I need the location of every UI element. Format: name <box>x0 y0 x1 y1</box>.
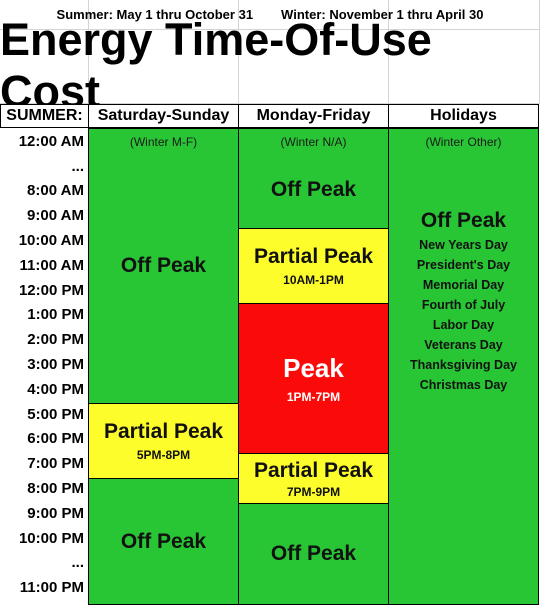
time-label: ... <box>71 554 84 572</box>
time-label: 9:00 AM <box>27 207 84 225</box>
holidays-winter-note: (Winter Other) <box>425 135 502 149</box>
holiday-item: Memorial Day <box>422 277 505 292</box>
weekday-peak: Peak 1PM-7PM <box>238 303 389 454</box>
page-title: Energy Time-Of-Use Cost <box>0 14 432 117</box>
time-label: 5:00 PM <box>27 405 84 423</box>
holiday-item: Thanksgiving Day <box>410 357 517 372</box>
header-summer: SUMMER: <box>0 104 89 128</box>
holiday-item: President's Day <box>416 257 511 272</box>
weekday-partial-peak-evening: Partial Peak 7PM-9PM <box>238 453 389 504</box>
time-label: 9:00 PM <box>27 504 84 522</box>
season-dates: Summer: May 1 thru October 31 Winter: No… <box>0 0 540 29</box>
time-label: 4:00 PM <box>27 380 84 398</box>
header-weekend: Saturday-Sunday <box>88 104 239 128</box>
weekday-off-peak-morning: (Winter N/A) Off Peak <box>238 128 389 229</box>
weekend-off-peak-label: Off Peak <box>120 254 207 277</box>
weekday-partial-peak-morning: Partial Peak 10AM-1PM <box>238 228 389 304</box>
holiday-list: New Years Day President's Day Memorial D… <box>410 235 517 395</box>
time-label: ... <box>71 157 84 175</box>
holidays-off-peak: (Winter Other) Off Peak New Years Day Pr… <box>388 128 539 605</box>
header-holidays: Holidays <box>388 104 539 128</box>
weekend-off-peak-morning: (Winter M-F) Off Peak <box>88 128 239 404</box>
time-label: 1:00 PM <box>27 306 84 324</box>
time-label: 10:00 PM <box>18 529 84 547</box>
time-label: 11:00 AM <box>19 256 84 274</box>
time-label: 6:00 PM <box>27 430 84 448</box>
holiday-item: Veterans Day <box>424 337 503 352</box>
holidays-off-peak-label: Off Peak <box>420 208 507 232</box>
weekend-partial-peak-hours: 5PM-8PM <box>136 448 191 462</box>
weekend-winter-note: (Winter M-F) <box>129 135 198 149</box>
weekend-partial-peak: Partial Peak 5PM-8PM <box>88 403 239 479</box>
holiday-item: Labor Day <box>432 317 495 332</box>
time-label: 3:00 PM <box>27 356 84 374</box>
weekday-off-peak-label: Off Peak <box>270 542 357 565</box>
weekday-partial-peak-hours: 7PM-9PM <box>286 484 341 499</box>
time-label: 12:00 PM <box>18 281 84 299</box>
weekday-off-peak-label: Off Peak <box>270 177 357 201</box>
weekday-winter-note: (Winter N/A) <box>280 135 347 149</box>
holiday-item: New Years Day <box>419 237 508 252</box>
time-label: 2:00 PM <box>27 331 84 349</box>
time-label: 11:00 PM <box>19 579 84 597</box>
weekend-off-peak-label: Off Peak <box>120 529 207 553</box>
weekday-partial-peak-label: Partial Peak <box>253 245 374 268</box>
holiday-item: Christmas Day <box>419 377 508 392</box>
weekday-off-peak-evening: Off Peak <box>238 503 389 605</box>
time-label: 10:00 AM <box>18 232 84 250</box>
weekday-peak-label: Peak <box>283 353 344 383</box>
time-label: 8:00 PM <box>27 480 84 498</box>
time-label: 12:00 AM <box>18 132 84 150</box>
weekend-partial-peak-label: Partial Peak <box>103 420 224 443</box>
time-label: 8:00 AM <box>27 182 84 200</box>
weekday-partial-peak-hours: 10AM-1PM <box>283 273 344 287</box>
time-column: 12:00 AM ... 8:00 AM 9:00 AM 10:00 AM 11… <box>0 129 88 605</box>
holiday-item: Fourth of July <box>421 297 506 312</box>
weekday-partial-peak-label: Partial Peak <box>253 458 374 482</box>
weekday-peak-hours: 1PM-7PM <box>286 390 341 404</box>
winter-dates: Winter: November 1 thru April 30 <box>281 7 484 22</box>
weekend-off-peak-evening: Off Peak <box>88 478 239 605</box>
summer-dates: Summer: May 1 thru October 31 <box>56 7 254 22</box>
time-label: 7:00 PM <box>27 455 84 473</box>
header-weekday: Monday-Friday <box>238 104 389 128</box>
